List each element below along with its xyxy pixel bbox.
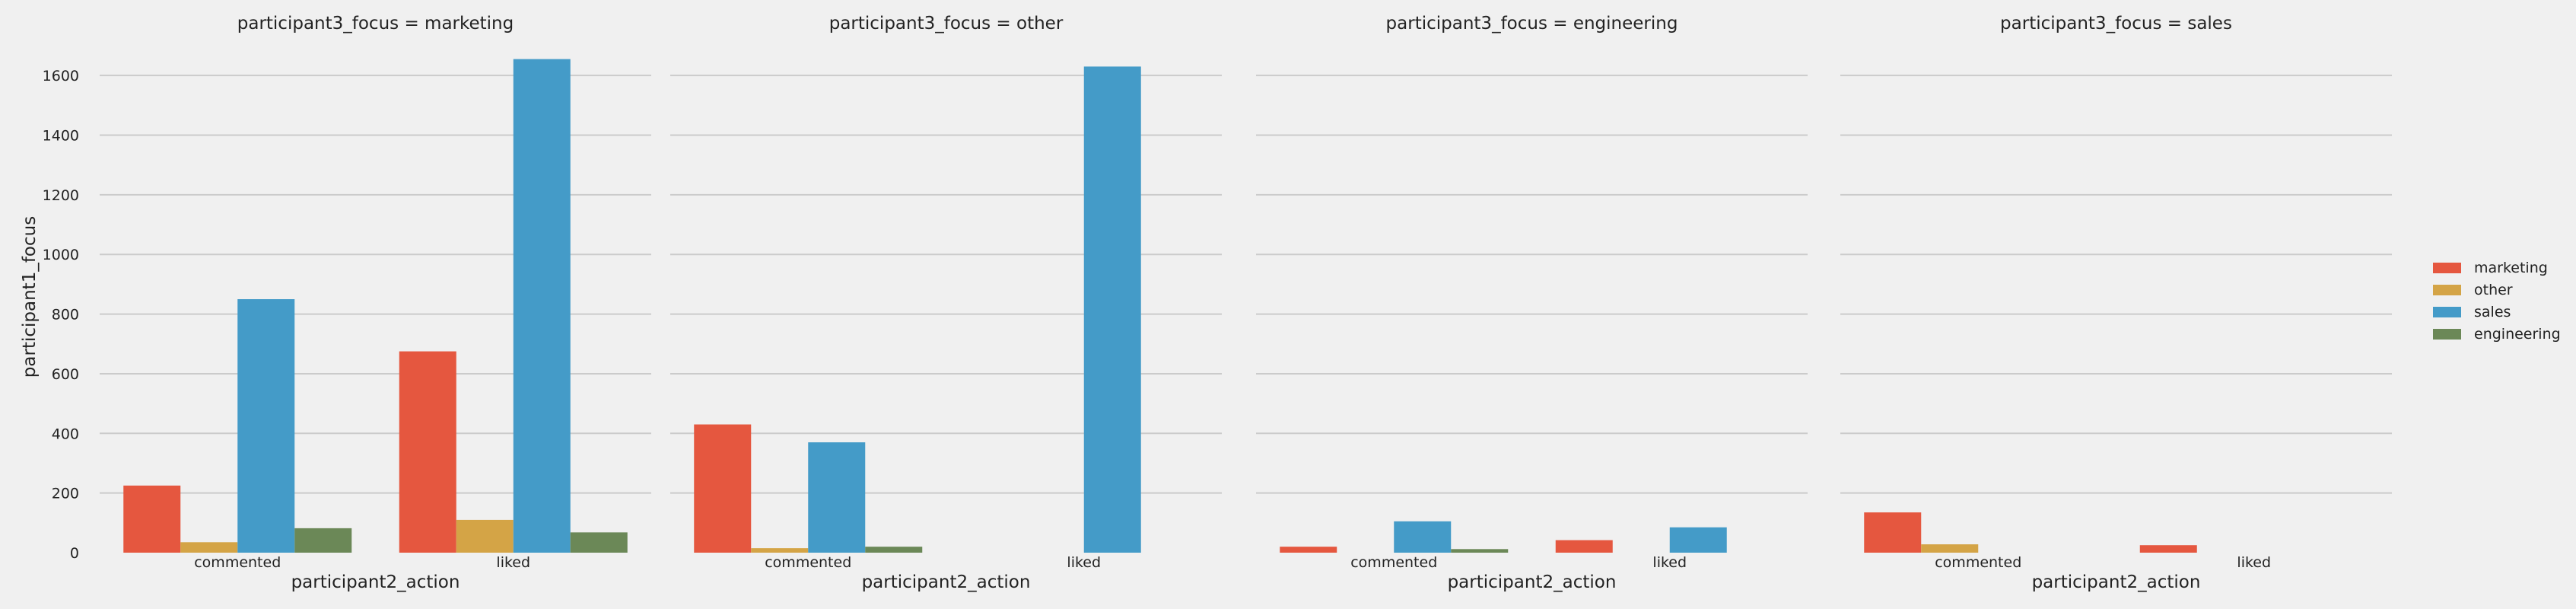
y-tick-label: 600 <box>52 366 79 383</box>
bar-engineering <box>865 547 923 553</box>
facet-title: participant3_focus = engineering <box>1386 14 1678 33</box>
bar-sales <box>513 59 571 553</box>
legend: marketing other sales engineering <box>2433 260 2561 343</box>
x-axis-label: participant2_action <box>2032 572 2201 592</box>
bar-marketing <box>1864 512 1922 553</box>
legend-swatch-engineering <box>2433 329 2461 340</box>
x-tick-label: liked <box>496 554 530 571</box>
y-tick-label: 0 <box>70 545 79 562</box>
x-tick-label: commented <box>765 554 851 571</box>
facet-title: participant3_focus = other <box>829 14 1064 33</box>
legend-swatch-marketing <box>2433 263 2461 273</box>
bar-marketing <box>1280 547 1337 553</box>
bar-sales <box>237 299 295 553</box>
bar-sales <box>1669 527 1727 553</box>
x-tick-label: commented <box>1935 554 2021 571</box>
bar-sales <box>808 442 866 553</box>
y-tick-label: 1200 <box>43 187 79 204</box>
y-tick-label: 1600 <box>43 68 79 84</box>
y-axis-label: participant1_focus <box>20 216 40 378</box>
facet-title: participant3_focus = sales <box>2000 14 2232 33</box>
bar-sales <box>1083 66 1141 553</box>
x-tick-label: commented <box>194 554 281 571</box>
x-tick-label: liked <box>2237 554 2271 571</box>
y-tick-label: 1400 <box>43 128 79 145</box>
legend-label-sales: sales <box>2474 304 2511 320</box>
legend-swatch-sales <box>2433 307 2461 317</box>
facet-panel: participant3_focus = other commented liked… <box>670 14 1222 592</box>
bar-marketing <box>1555 540 1613 553</box>
legend-swatch-other <box>2433 285 2461 295</box>
bar-marketing <box>123 485 181 553</box>
legend-label-engineering: engineering <box>2474 326 2561 343</box>
y-tick-label: 1000 <box>43 247 79 263</box>
x-axis-label: participant2_action <box>291 572 460 592</box>
x-axis-label: participant2_action <box>1448 572 1617 592</box>
x-tick-label: liked <box>1067 554 1101 571</box>
bar-other <box>456 519 514 553</box>
legend-label-marketing: marketing <box>2474 260 2548 276</box>
bar-engineering <box>1451 549 1509 553</box>
y-tick-label: 400 <box>52 426 79 442</box>
facet-panel: participant3_focus = engineering commente… <box>1256 14 1808 592</box>
y-tick-label: 200 <box>52 486 79 502</box>
x-tick-label: liked <box>1652 554 1687 571</box>
bar-marketing <box>2139 545 2197 553</box>
facet-panel: 0 200 400 600 800 1000 1200 1400 1600 participant… <box>43 14 651 592</box>
bar-other <box>1921 544 1979 553</box>
x-axis-label: participant2_action <box>862 572 1031 592</box>
facet-panels: 0 200 400 600 800 1000 1200 1400 1600 participant… <box>43 14 2392 592</box>
bar-engineering <box>294 528 352 553</box>
bar-marketing <box>399 351 456 553</box>
bar-other <box>751 548 809 553</box>
legend-label-other: other <box>2474 282 2513 298</box>
y-tick-label: 800 <box>52 307 79 324</box>
bar-other <box>180 542 238 553</box>
bar-engineering <box>570 532 628 553</box>
bar-marketing <box>694 424 752 553</box>
facet-panel: participant3_focus = sales commented liked… <box>1840 14 2392 592</box>
x-tick-label: commented <box>1350 554 1437 571</box>
facet-title: participant3_focus = marketing <box>237 14 514 33</box>
bar-sales <box>1394 521 1452 553</box>
